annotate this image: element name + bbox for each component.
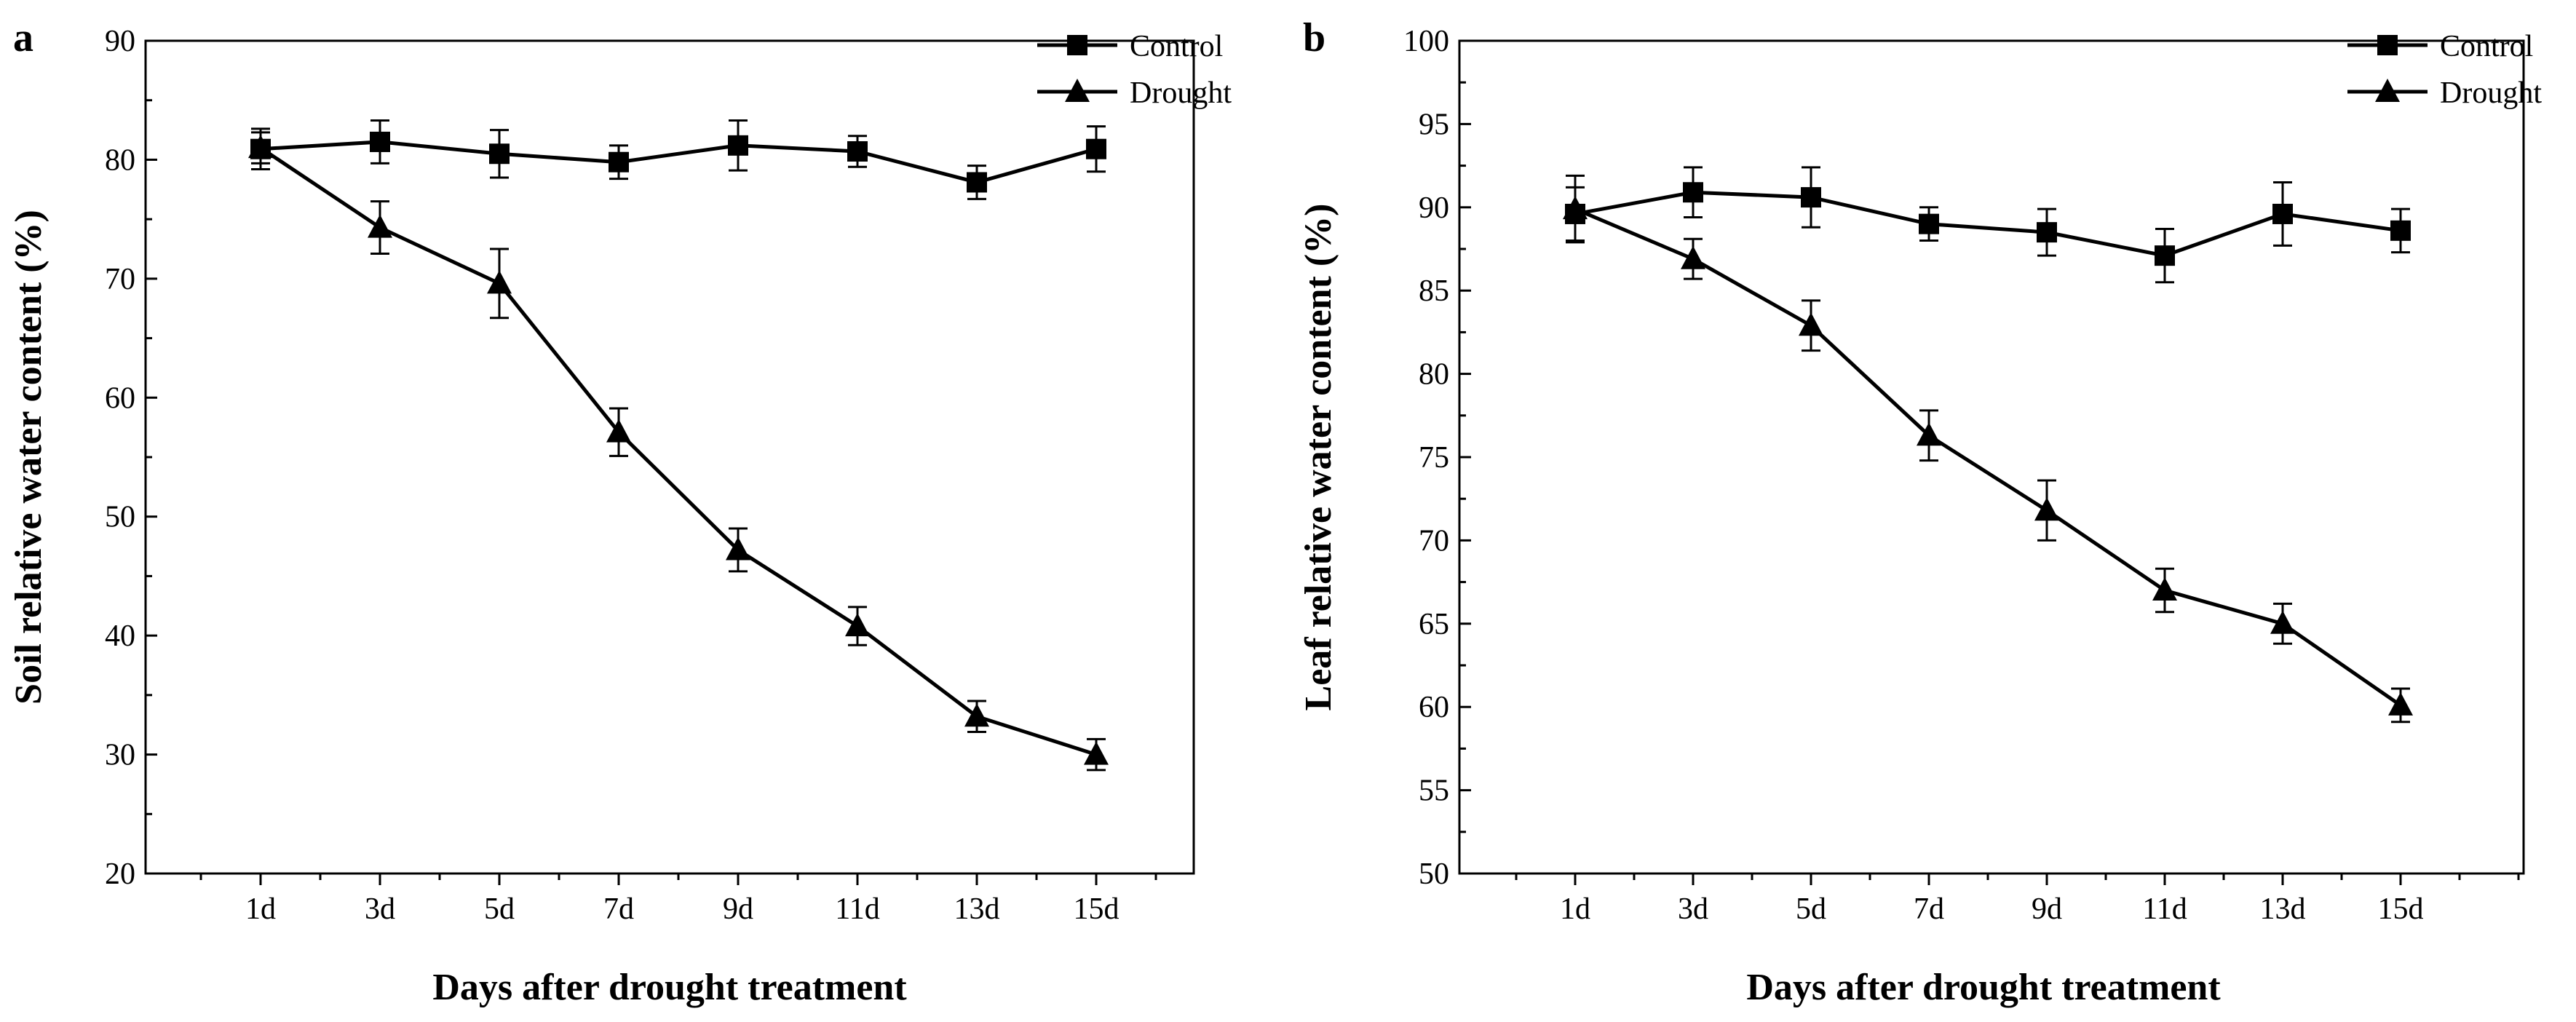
panel-a-y-tick-label: 60 (105, 381, 135, 415)
panel-a-control-point (847, 140, 868, 162)
panel-b-y-tick-label: 60 (1419, 691, 1449, 724)
panel-b-x-tick-label: 3d (1678, 892, 1708, 926)
panel-b-drought-point (1917, 422, 1941, 446)
panel-a-y-tick-label: 30 (105, 739, 135, 772)
panel-b-control-point (2155, 245, 2175, 266)
panel-a-letter: a (13, 15, 33, 60)
panel-b-y-tick-label: 50 (1419, 857, 1449, 891)
panel-b-x-tick-label: 13d (2260, 892, 2306, 926)
panel-b-control-line (1574, 190, 2401, 258)
panel-a-y-tick-label: 40 (105, 619, 135, 653)
panel-b-y-tick-label: 55 (1419, 775, 1449, 808)
panel-a-legend-drought-marker (1065, 79, 1090, 102)
panel-b-drought-point (2270, 610, 2295, 634)
panel-b-y-tick-label: 80 (1419, 358, 1449, 392)
panel-a-legend-drought-label: Drought (1130, 76, 1232, 110)
panel-a-drought-point (726, 536, 750, 560)
panel-a-control-point (1086, 138, 1106, 159)
panel-b-control-point (1683, 182, 1703, 203)
panel-b-drought-point (2388, 692, 2413, 716)
panel-a-legend-control-marker (1067, 35, 1087, 55)
panel-a-drought-line (259, 146, 1097, 756)
panel-b-control-point (2272, 203, 2293, 224)
panel-b-control-point (1919, 213, 1939, 234)
panel-b-drought-point (1563, 196, 1588, 220)
panel-a-y-axis-title: Soil relative water content (%) (8, 210, 49, 705)
panel-a-control-point (609, 151, 629, 173)
panel-b-legend-drought-label: Drought (2440, 76, 2542, 110)
panel-a-chart: a Soil relative water content (%) Days a… (8, 15, 1232, 1008)
panel-b-control-point (2390, 220, 2411, 241)
panel-b-x-tick-label: 5d (1796, 892, 1826, 926)
panel-b-chart: b Leaf relative water content (%) Days a… (1298, 15, 2542, 1008)
panel-b-y-tick-label: 90 (1419, 191, 1449, 225)
panel-b-y-tick-label: 65 (1419, 608, 1449, 641)
panel-a-x-tick-label: 3d (365, 892, 395, 926)
panel-b-y-tick-label: 70 (1419, 524, 1449, 558)
panel-b-legend-control-label: Control (2440, 30, 2533, 63)
panel-b-x-tick-label: 9d (2032, 892, 2062, 926)
panel-b-drought-point (1681, 245, 1705, 269)
panel-b-legend-drought-marker (2375, 79, 2400, 102)
panel-a-legend: Control Drought (1037, 30, 1232, 110)
panel-b-letter: b (1303, 15, 1325, 60)
panel-b-drought-point (2034, 497, 2059, 521)
panel-a-y-tick-label: 20 (105, 857, 135, 891)
panel-a-drought-point (487, 270, 512, 294)
panel-b-legend: Control Drought (2347, 30, 2542, 110)
panel-a-x-tick-label: 1d (245, 892, 276, 926)
panel-a-x-axis-title: Days after drought treatment (432, 967, 907, 1008)
panel-b-x-tick-label: 15d (2378, 892, 2424, 926)
panel-a-drought-point (1084, 741, 1109, 765)
panel-b-drought-line (1574, 207, 2402, 707)
panel-a-y-tick-label: 80 (105, 143, 135, 177)
panel-b-control-point (1801, 187, 1821, 208)
panel-a-drought-point (845, 613, 870, 637)
panel-b-y-axis-title: Leaf relative water content (%) (1298, 204, 1339, 711)
panel-a-control-point (370, 131, 390, 152)
panel-b-x-tick-label: 1d (1560, 892, 1590, 926)
panel-a-legend-control-label: Control (1130, 30, 1223, 63)
panel-a-y-tick-label: 90 (105, 25, 135, 58)
panel-b-x-tick-label: 7d (1914, 892, 1944, 926)
panel-a-y-tick-label: 70 (105, 263, 135, 296)
panel-a-drought-point (248, 135, 273, 159)
panel-b-drought-point (1799, 312, 1823, 336)
panel-a-x-tick-label: 9d (723, 892, 753, 926)
panel-b-y-tick-label: 100 (1403, 25, 1449, 58)
panel-a-x-tick-label: 7d (603, 892, 634, 926)
panel-a-x-tick-label: 15d (1074, 892, 1119, 926)
panel-a-x-tick-label: 13d (954, 892, 1000, 926)
panel-a-control-line (260, 140, 1097, 185)
panel-b-y-tick-label: 75 (1419, 441, 1449, 475)
panel-a-y-tick-label: 50 (105, 501, 135, 534)
panel-a-drought-point (964, 703, 989, 727)
panel-b-y-tick-label: 95 (1419, 108, 1449, 141)
panel-b-drought-point (2152, 577, 2177, 601)
panel-b-y-tick-label: 85 (1419, 274, 1449, 308)
panel-b-legend-control-marker (2377, 35, 2398, 55)
panel-a-control-point (967, 172, 987, 193)
panel-b-control-point (2037, 222, 2057, 243)
panel-a-drought-point (606, 419, 631, 443)
panel-a-drought-point (368, 214, 392, 238)
panel-a-x-tick-label: 5d (484, 892, 515, 926)
panel-b-plot-frame (1458, 39, 2525, 875)
panel-b-x-tick-label: 11d (2142, 892, 2187, 926)
panel-a-control-point (728, 135, 748, 156)
panel-a-x-tick-label: 11d (835, 892, 879, 926)
panel-a-control-point (489, 143, 510, 165)
panel-b-x-axis-title: Days after drought treatment (1746, 967, 2221, 1008)
